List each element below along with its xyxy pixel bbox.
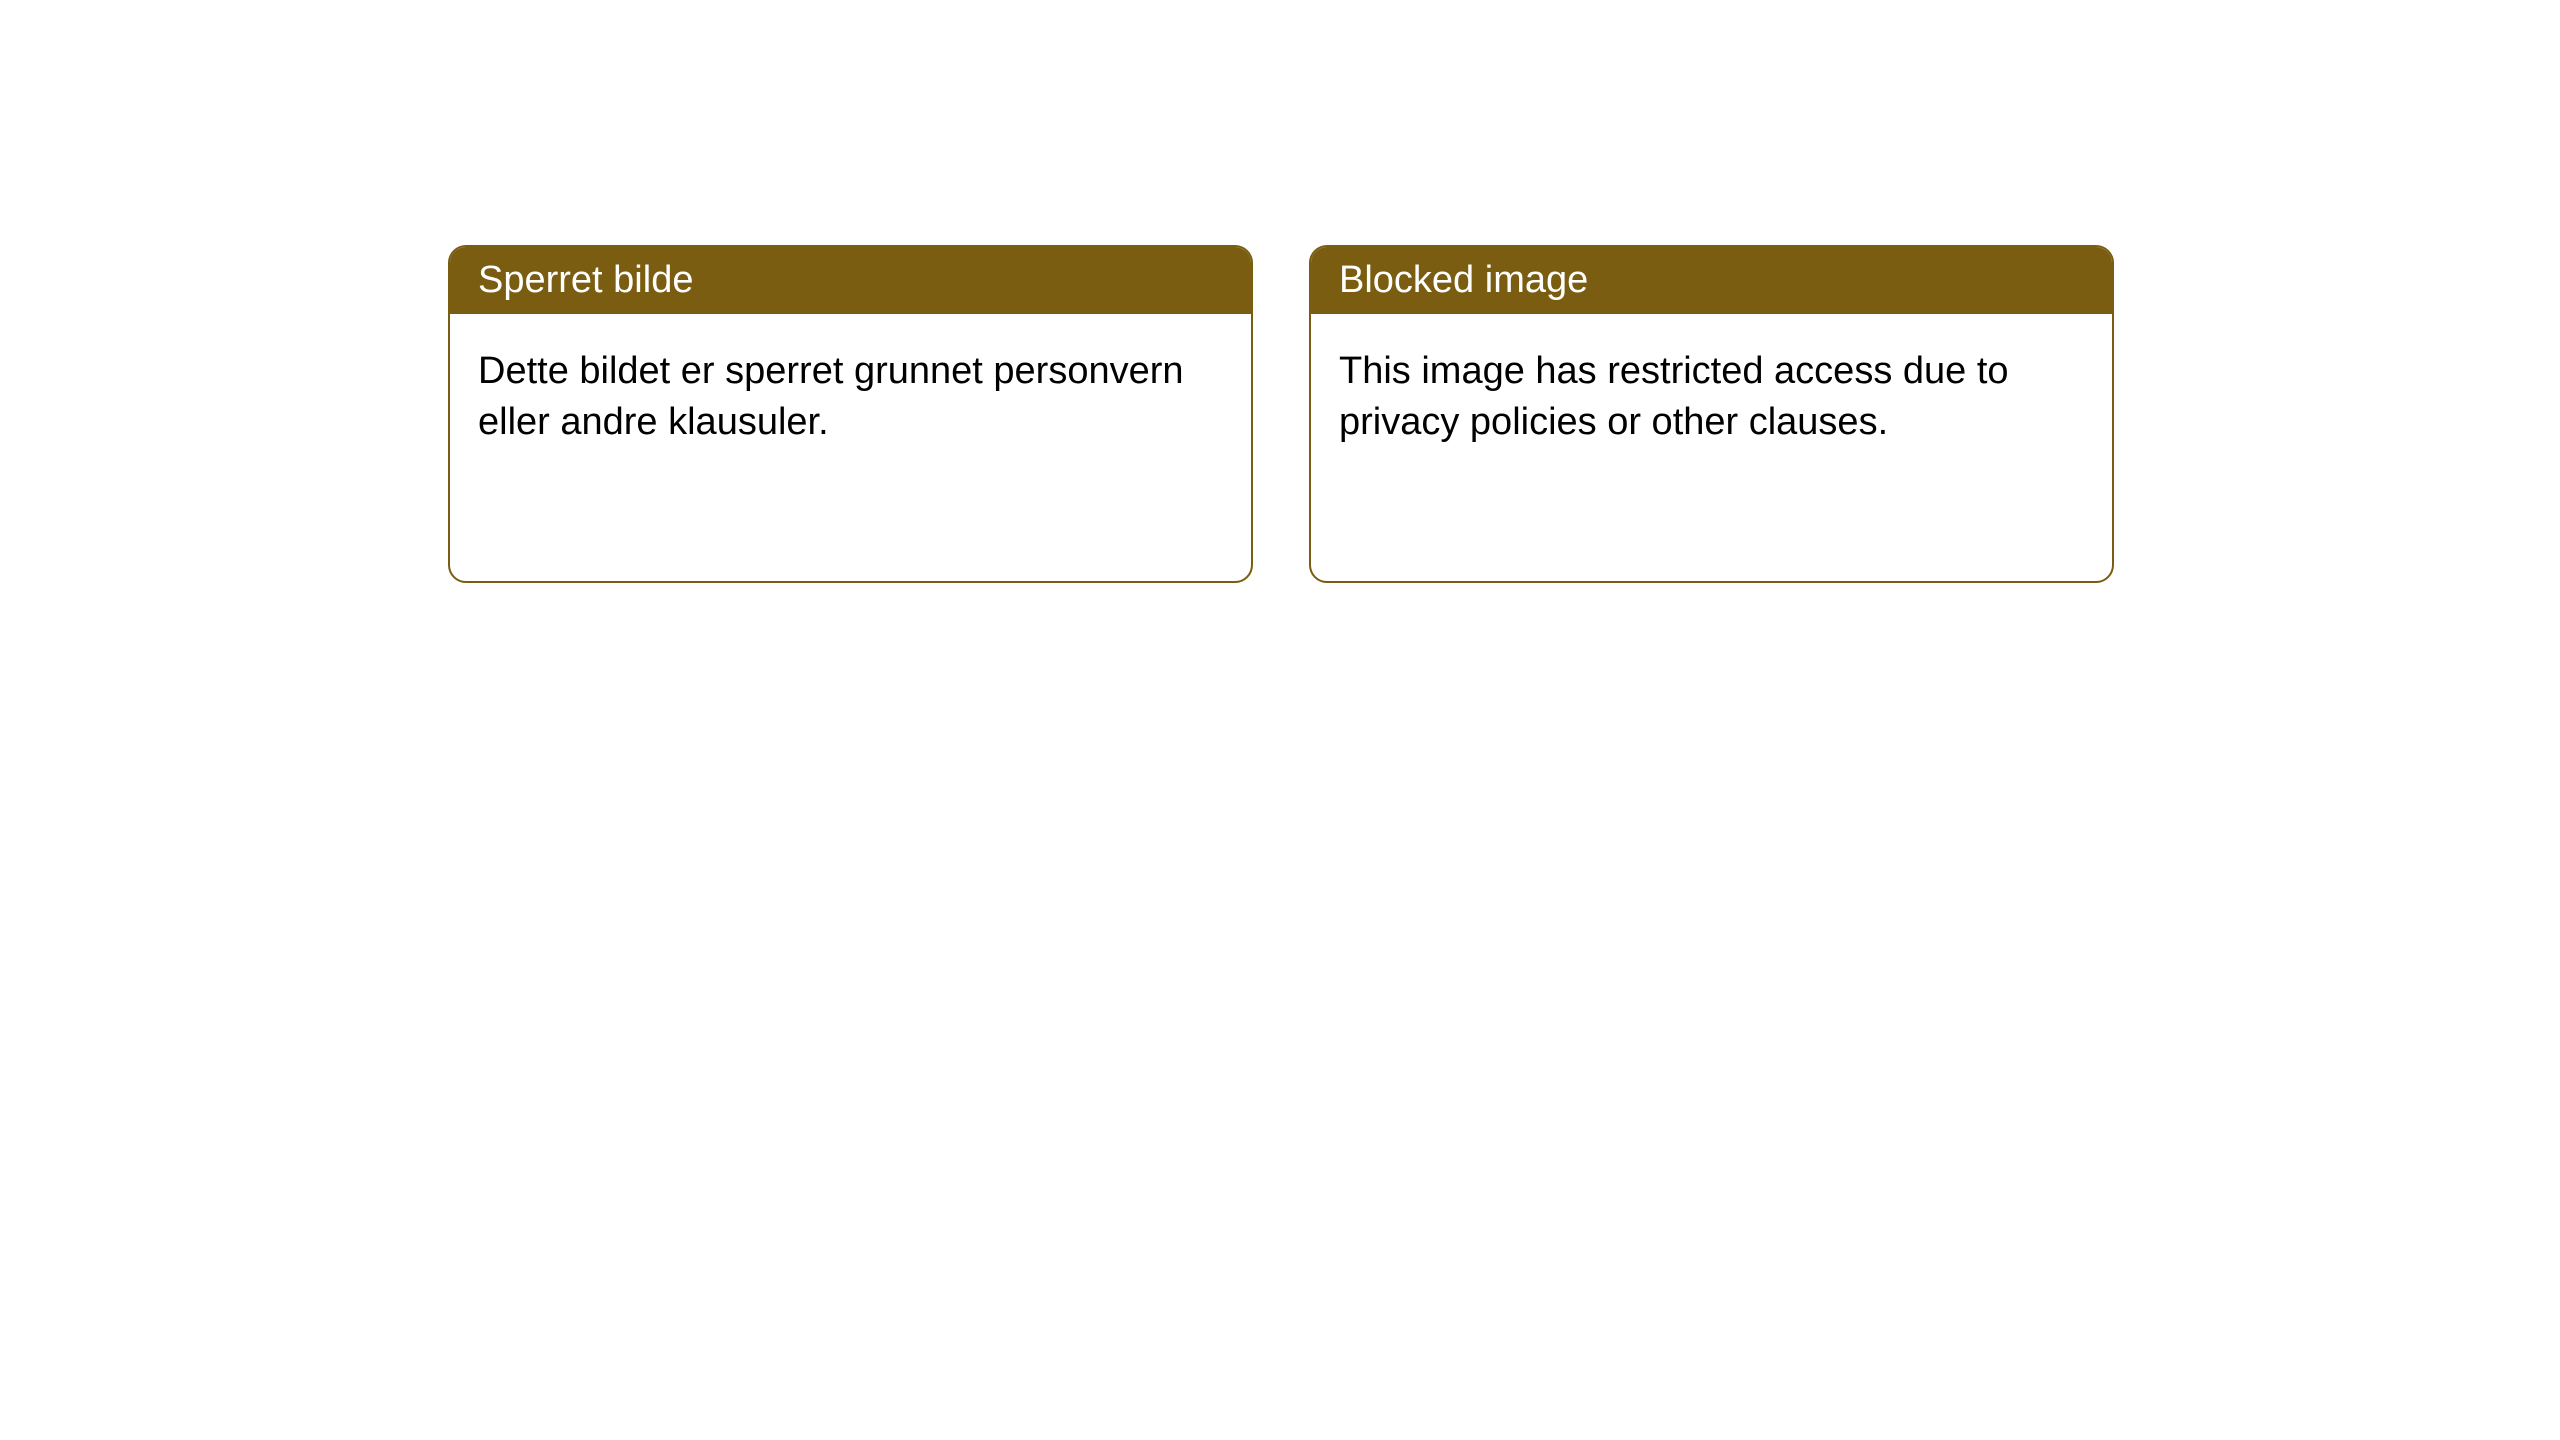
notice-header: Blocked image: [1311, 247, 2112, 314]
notice-body: Dette bildet er sperret grunnet personve…: [450, 314, 1251, 481]
notice-title: Blocked image: [1339, 259, 1588, 301]
notice-card-english: Blocked image This image has restricted …: [1309, 245, 2114, 583]
notices-container: Sperret bilde Dette bildet er sperret gr…: [0, 0, 2560, 583]
notice-header: Sperret bilde: [450, 247, 1251, 314]
notice-body-text: This image has restricted access due to …: [1339, 350, 2009, 443]
notice-body: This image has restricted access due to …: [1311, 314, 2112, 481]
notice-body-text: Dette bildet er sperret grunnet personve…: [478, 350, 1184, 443]
notice-card-norwegian: Sperret bilde Dette bildet er sperret gr…: [448, 245, 1253, 583]
notice-title: Sperret bilde: [478, 259, 693, 301]
